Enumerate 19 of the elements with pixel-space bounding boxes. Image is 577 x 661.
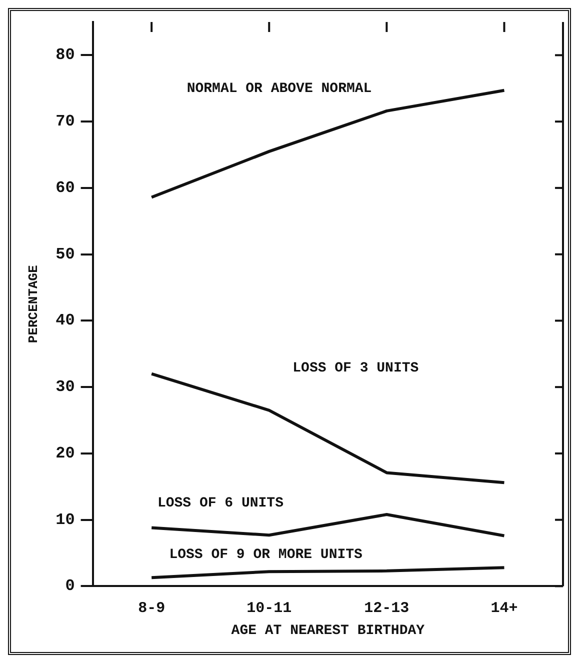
y-tick-label: 70 [56, 112, 75, 131]
y-axis-title: PERCENTAGE [26, 264, 42, 344]
y-tick-label: 20 [56, 444, 75, 462]
text: LOSS OF 3 UNITS [292, 360, 419, 376]
x-tick-label: 10-11 [246, 600, 292, 617]
series-label: LOSS OF 9 OR MORE UNITS [169, 547, 362, 564]
x-tick-label: 8-9 [138, 600, 166, 617]
y-tick-label: 60 [56, 178, 75, 197]
x-tick-label: 12-13 [364, 600, 410, 617]
x-axis-title: AGE AT NEAREST BIRTHDAY [231, 623, 426, 640]
y-tick-label: 10 [56, 510, 75, 529]
y-tick-label: 30 [56, 378, 75, 396]
y-tick-label: 50 [56, 245, 75, 264]
y-tick-label: 0 [65, 577, 75, 596]
x-tick-label: 14+ [490, 600, 518, 617]
y-tick-label: 80 [56, 46, 75, 64]
series-label: NORMAL OR ABOVE NORMAL [186, 81, 372, 98]
y-tick-label: 40 [56, 312, 75, 330]
series-label: LOSS OF 6 UNITS [157, 496, 284, 512]
